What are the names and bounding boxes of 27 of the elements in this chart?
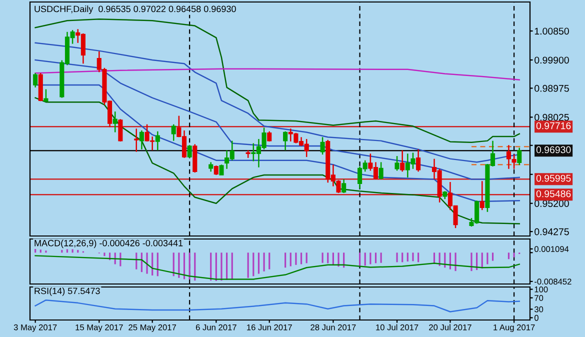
ref-line-label: 0.96930 bbox=[536, 146, 571, 154]
ref-line-label: 0.95486 bbox=[536, 190, 571, 198]
y-tick-label: 0.94275 bbox=[534, 228, 569, 236]
x-tick-label: 15 May 2017 bbox=[76, 324, 123, 332]
y-tick-label: 0.98025 bbox=[534, 114, 569, 121]
y-tick-label: 0.001094 bbox=[534, 246, 569, 252]
y-tick-label: 0 bbox=[534, 314, 538, 321]
y-tick-label: 100 bbox=[534, 286, 548, 292]
chart-title: RSI(14) 57.5473 bbox=[34, 287, 100, 296]
chart-title: USDCHF,Daily 0.96535 0.97022 0.96458 0.96930 bbox=[34, 6, 236, 14]
x-tick-label: 16 Jun 2017 bbox=[247, 324, 292, 330]
x-tick-label: 20 Jul 2017 bbox=[429, 324, 472, 330]
x-tick-label: 10 Jul 2017 bbox=[376, 324, 418, 330]
y-tick-label: 70 bbox=[534, 295, 544, 301]
ref-line-label: 0.97716 bbox=[536, 122, 571, 130]
x-tick-label: 25 May 2017 bbox=[128, 324, 176, 332]
y-tick-label: 0.98975 bbox=[534, 84, 569, 92]
ref-line-label: 0.95995 bbox=[536, 174, 571, 182]
x-tick-label: 6 Jun 2017 bbox=[196, 324, 236, 330]
chart-title: MACD(12,26,9) -0.000426 -0.003441 bbox=[34, 240, 183, 248]
y-tick-label: 0.99900 bbox=[534, 56, 569, 64]
y-tick-label: 30 bbox=[534, 306, 544, 312]
y-tick-label: 1.00850 bbox=[534, 28, 569, 35]
y-tick-label: -0.008452 bbox=[534, 278, 572, 285]
x-tick-label: 1 Aug 2017 bbox=[494, 324, 535, 332]
x-tick-label: 28 Jun 2017 bbox=[310, 324, 356, 330]
x-tick-label: 3 May 2017 bbox=[14, 324, 57, 332]
